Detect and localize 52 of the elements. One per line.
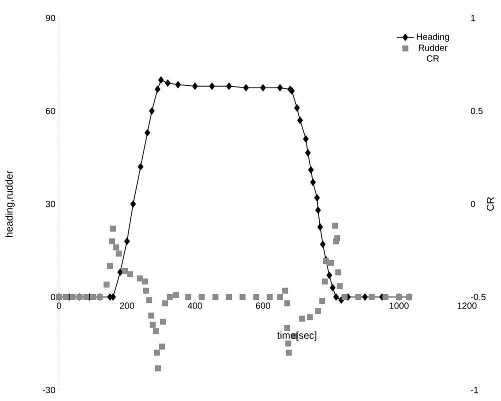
- annotation: CR: [426, 55, 439, 62]
- point: [317, 223, 323, 231]
- point: [310, 178, 316, 186]
- point: [138, 163, 144, 170]
- y-tick-label: -30: [42, 386, 56, 394]
- point: [243, 84, 249, 92]
- point: [117, 268, 123, 276]
- x-tick-label: 1200: [458, 302, 477, 309]
- point: [277, 84, 283, 92]
- y-tick-label: 60: [46, 108, 56, 114]
- point: [314, 194, 320, 202]
- x-tick-label: 200: [120, 302, 134, 309]
- legend-label: Rudder: [418, 44, 448, 51]
- point: [330, 284, 336, 292]
- point: [144, 129, 150, 136]
- x-tick-label: 600: [256, 302, 270, 309]
- y2-tick-label: 1: [471, 14, 476, 22]
- point: [154, 86, 160, 93]
- x-axis-title: time[sec]: [277, 332, 316, 341]
- x-tick-label: 1000: [390, 302, 409, 309]
- x-tick-label: 0: [56, 302, 62, 309]
- point: [175, 81, 181, 88]
- point: [149, 107, 155, 115]
- point: [124, 238, 130, 245]
- point: [333, 293, 339, 301]
- legend-label: Heading: [416, 33, 449, 42]
- point: [320, 240, 326, 248]
- y2-tick-label: -0.5: [470, 294, 486, 300]
- point: [297, 116, 303, 124]
- y2-tick-label: -1: [470, 386, 478, 394]
- point: [315, 206, 321, 214]
- point: [226, 82, 232, 90]
- y2-tick-label: 0.5: [470, 108, 483, 114]
- point: [260, 84, 266, 92]
- point: [305, 149, 311, 156]
- y-tick-label: 30: [46, 200, 56, 208]
- x-tick-label: 400: [188, 302, 202, 309]
- point: [192, 82, 198, 90]
- point: [165, 80, 171, 87]
- y2-axis-title: CR: [486, 197, 494, 211]
- point: [209, 82, 215, 90]
- point: [303, 135, 309, 142]
- point: [130, 200, 136, 208]
- y2-tick-label: 0: [470, 200, 476, 208]
- point: [362, 293, 368, 301]
- y-tick-label: 90: [46, 14, 56, 22]
- y-axis-title: heading,rudder: [5, 170, 15, 237]
- point: [158, 76, 164, 84]
- point: [294, 104, 300, 112]
- point: [326, 272, 332, 279]
- y-tick-label: 0: [50, 294, 56, 300]
- point: [308, 166, 314, 174]
